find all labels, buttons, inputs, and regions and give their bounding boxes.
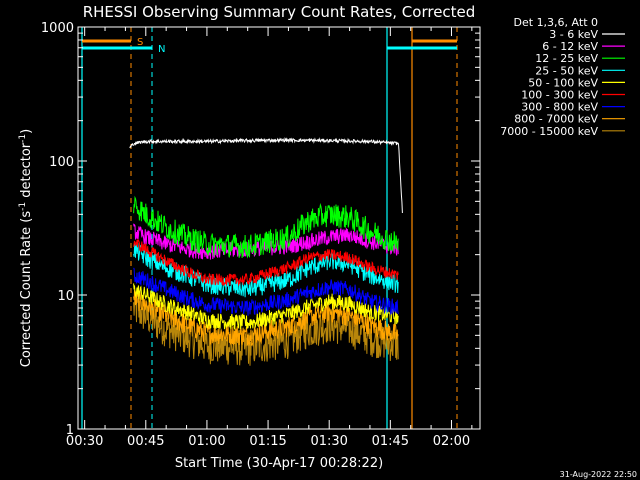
y-axis-label-mid: detector — [19, 142, 34, 202]
x-tick-label: 01:15 — [249, 434, 286, 449]
series-line-2 — [133, 195, 399, 259]
legend-label: 7000 - 15000 keV — [500, 125, 598, 138]
y-tick-label: 1 — [66, 423, 74, 438]
y-axis-label: Corrected Count Rate (s-1 detector-1) — [18, 129, 34, 367]
legend-label: 800 - 7000 keV — [514, 113, 598, 126]
plot-frame — [77, 26, 481, 430]
annotation-s: S — [137, 37, 143, 48]
footer-timestamp: 31-Aug-2022 22:50 — [560, 470, 637, 479]
y-tick-label: 100 — [49, 155, 74, 170]
series-line-5 — [133, 238, 399, 286]
y-axis-label-exp2: -1 — [18, 134, 28, 143]
legend-label: 12 - 25 keV — [535, 52, 598, 65]
y-axis-label-suffix: ) — [19, 129, 34, 134]
legend-label: 25 - 50 keV — [535, 64, 598, 77]
legend-label: 6 - 12 keV — [542, 40, 598, 53]
x-axis-label: Start Time (30-Apr-17 00:28:22) — [175, 456, 383, 471]
annotation-n: N — [158, 44, 165, 55]
legend-label: 300 - 800 keV — [521, 101, 598, 114]
x-tick-label: 02:00 — [433, 434, 470, 449]
x-tick-label: 00:45 — [127, 434, 164, 449]
series-line-0 — [129, 136, 403, 214]
x-tick-label: 00:30 — [66, 434, 103, 449]
y-tick-label: 1000 — [41, 21, 74, 36]
y-tick-label: 10 — [57, 289, 74, 304]
y-axis-label-exp1: -1 — [18, 202, 28, 211]
x-tick-label: 01:00 — [188, 434, 225, 449]
series-line-6 — [133, 267, 399, 316]
series-line-4 — [133, 283, 399, 330]
legend-header: Det 1,3,6, Att 0 — [514, 16, 598, 29]
legend-label: 3 - 6 keV — [549, 28, 598, 41]
x-tick-label: 01:30 — [310, 434, 347, 449]
x-tick-label: 01:45 — [372, 434, 409, 449]
series-line-3 — [133, 242, 399, 298]
y-axis-label-prefix: Corrected Count Rate (s — [19, 211, 34, 368]
legend-label: 50 - 100 keV — [528, 76, 598, 89]
series-line-7 — [133, 290, 399, 347]
ticks-layer: 1 10 100 1000 00:30 00:45 01:00 01:15 01:30 01:45… — [41, 21, 480, 449]
chart-title: RHESSI Observing Summary Count Rates, Co… — [83, 3, 476, 21]
plot-layer: SN — [81, 27, 458, 429]
legend-label: 100 - 300 keV — [521, 89, 598, 102]
